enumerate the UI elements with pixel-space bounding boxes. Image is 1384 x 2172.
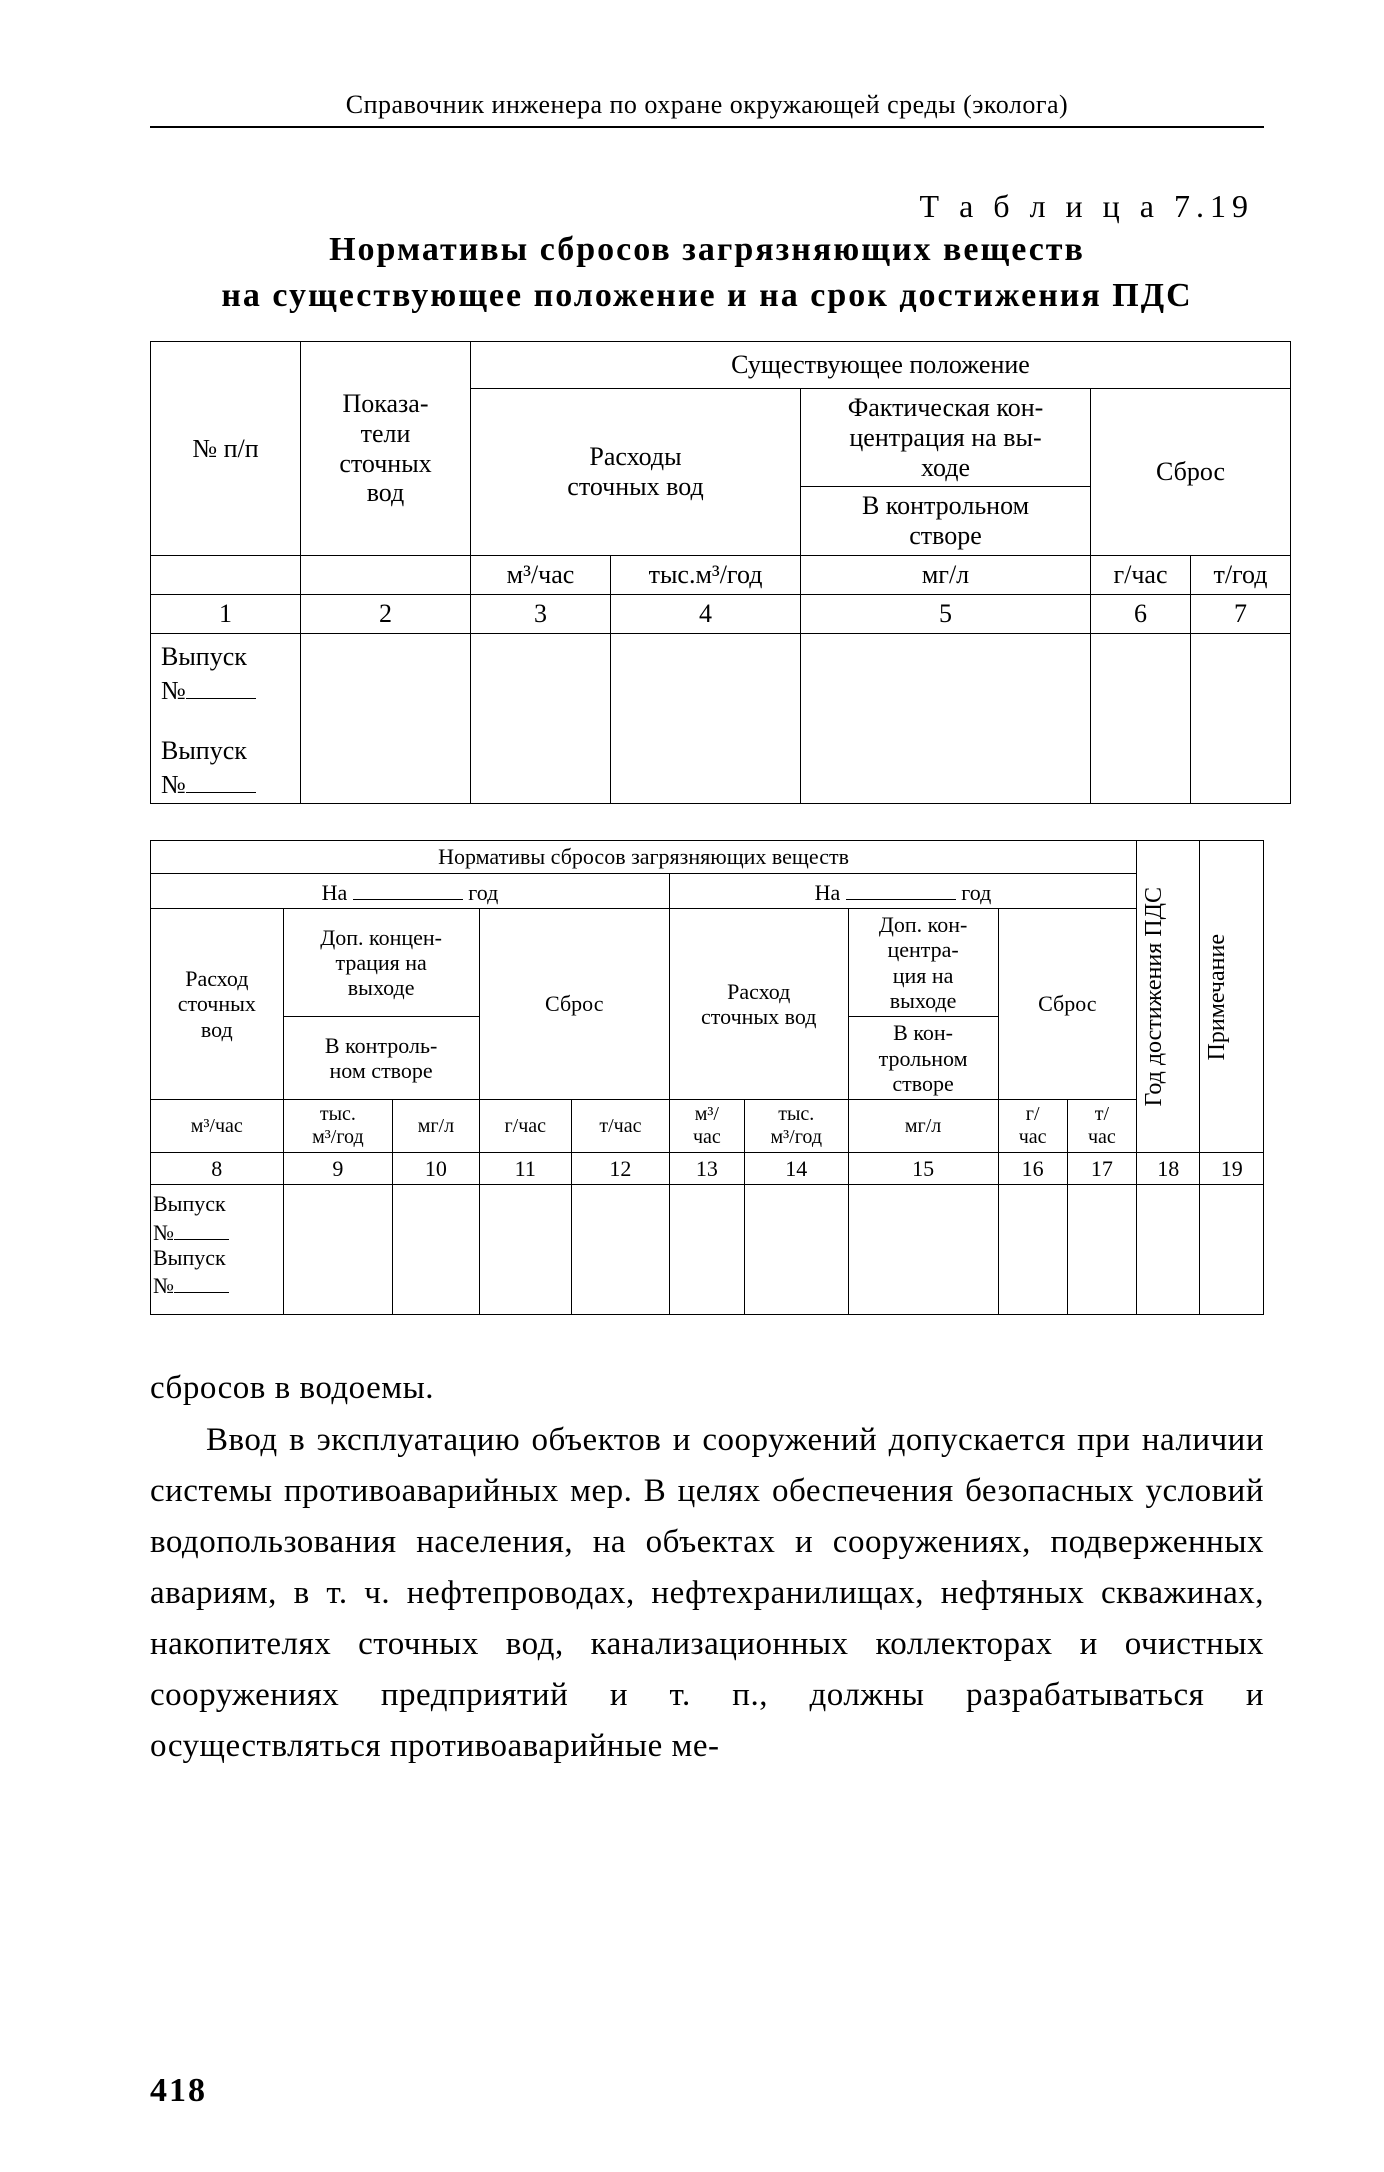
th-sush: Существующее положение: [471, 341, 1291, 388]
table-title: Нормативы сбросов загрязняющих веществ н…: [150, 227, 1264, 319]
t2u-17: т/ час: [1067, 1100, 1136, 1153]
god-1: год: [468, 880, 498, 905]
t2-god-pds: Год достижения ПДС: [1137, 841, 1200, 1153]
u-mgl: мг/л: [801, 556, 1091, 595]
god-2: год: [961, 880, 991, 905]
t2-rashod1: Расход сточных вод: [151, 909, 284, 1100]
t2u-9: тыс. м³/год: [283, 1100, 393, 1153]
u-gchas: г/час: [1091, 556, 1191, 595]
table-719a: № п/п Показа- тели сточных вод Существую…: [150, 341, 1291, 805]
u-tysm3god: тыс.м³/год: [611, 556, 801, 595]
th-fakt: Фактическая кон- центрация на вы- ходе: [801, 388, 1091, 487]
t2-dop1: Доп. концен- трация на выходе: [283, 909, 479, 1017]
t2u-11: г/час: [479, 1100, 571, 1153]
t2u-8: м³/час: [151, 1100, 284, 1153]
th-npp: № п/п: [151, 341, 301, 555]
t2-rashod2: Расход сточных вод: [669, 909, 848, 1100]
coln-2: 2: [301, 595, 471, 634]
th-vkontr: В контрольном створе: [801, 487, 1091, 556]
t2u-10: мг/л: [393, 1100, 479, 1153]
u-m3chas: м³/час: [471, 556, 611, 595]
t2-sbros1: Сброс: [479, 909, 669, 1100]
para-1: сбросов в водоемы.: [150, 1363, 1264, 1414]
t2-top: Нормативы сбросов загрязняющих веществ: [151, 841, 1137, 873]
t2-na2: На год: [669, 873, 1136, 908]
t2n-9: 9: [283, 1153, 393, 1185]
t2n-16: 16: [998, 1153, 1067, 1185]
t2u-16: г/ час: [998, 1100, 1067, 1153]
u-tgod: т/год: [1191, 556, 1291, 595]
t2u-13: м³/ час: [669, 1100, 744, 1153]
t2n-13: 13: [669, 1153, 744, 1185]
t2n-8: 8: [151, 1153, 284, 1185]
t2-sbros2: Сброс: [998, 909, 1137, 1100]
table-719b: Нормативы сбросов загрязняющих веществ Г…: [150, 840, 1264, 1315]
coln-6: 6: [1091, 595, 1191, 634]
t2-vk1: В контроль- ном створе: [283, 1017, 479, 1100]
coln-1: 1: [151, 595, 301, 634]
page-number: 418: [150, 2072, 207, 2110]
t2n-15: 15: [848, 1153, 998, 1185]
running-head: Справочник инженера по охране окружающей…: [150, 90, 1264, 128]
t2-rows: Выпуск № Выпуск №: [151, 1185, 284, 1315]
coln-7: 7: [1191, 595, 1291, 634]
t2u-15: мг/л: [848, 1100, 998, 1153]
table-title-line2: на существующее положение и на срок дост…: [221, 277, 1192, 314]
t2n-17: 17: [1067, 1153, 1136, 1185]
t2-dop2: Доп. кон- центра- ция на выходе: [848, 909, 998, 1017]
t2n-12: 12: [571, 1153, 669, 1185]
t2u-12: т/час: [571, 1100, 669, 1153]
table-label: Т а б л и ц а 7.19: [150, 188, 1264, 225]
na-2: На: [815, 880, 841, 905]
th-sbros: Сброс: [1091, 388, 1291, 555]
t2u-14: тыс. м³/год: [744, 1100, 848, 1153]
t2n-10: 10: [393, 1153, 479, 1185]
t2n-11: 11: [479, 1153, 571, 1185]
t2-na1: На год: [151, 873, 670, 908]
th-pokaz: Показа- тели сточных вод: [301, 341, 471, 555]
t2n-14: 14: [744, 1153, 848, 1185]
body-text: сбросов в водоемы. Ввод в эксплуатацию о…: [150, 1363, 1264, 1772]
t1-rows: Выпуск № Выпуск №: [151, 634, 301, 804]
t2n-19: 19: [1200, 1153, 1264, 1185]
th-rashod: Расходы сточных вод: [471, 388, 801, 555]
t2-prim: Примечание: [1200, 841, 1264, 1153]
t2-vk2: В кон- трольном створе: [848, 1017, 998, 1100]
coln-4: 4: [611, 595, 801, 634]
coln-5: 5: [801, 595, 1091, 634]
na-1: На: [322, 880, 348, 905]
para-2: Ввод в эксплуатацию объектов и сооружени…: [150, 1415, 1264, 1773]
coln-3: 3: [471, 595, 611, 634]
t2n-18: 18: [1137, 1153, 1200, 1185]
table-title-line1: Нормативы сбросов загрязняющих веществ: [329, 231, 1085, 268]
